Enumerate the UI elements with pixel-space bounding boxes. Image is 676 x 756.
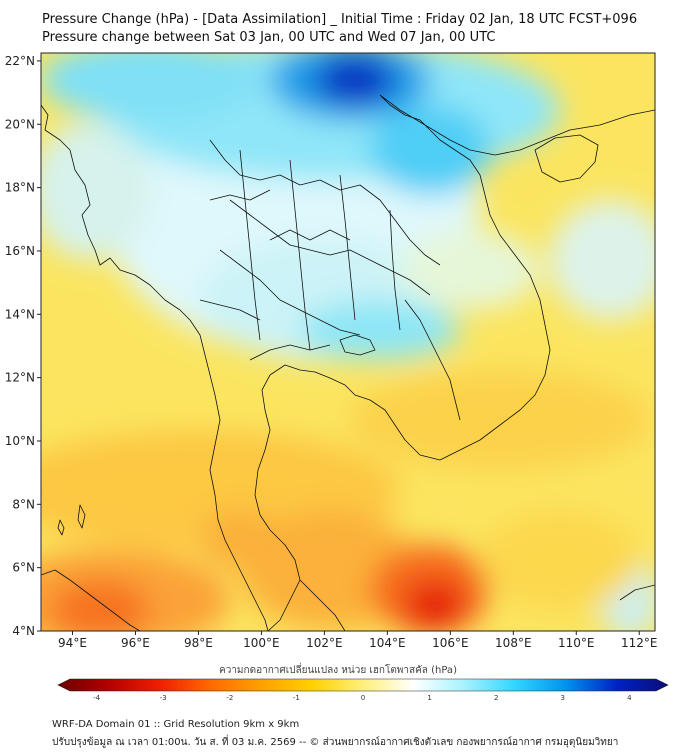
colorbar: -4 -3 -2 -1 0 1 2 3 4 <box>57 678 669 702</box>
coastlines <box>41 94 655 631</box>
pressure-change-map: 22°N 20°N 18°N 16°N 14°N 12°N 10°N 8°N 6°N 4°N 94… <box>5 52 669 702</box>
model-info: WRF-DA Domain 01 :: Grid Resolution 9km … <box>52 719 300 730</box>
colorbar-tick-label: -1 <box>293 694 300 702</box>
lon-tick-label: 110°E <box>558 636 595 650</box>
map-frame-border <box>40 52 656 632</box>
lon-tick-label: 94°E <box>58 636 87 650</box>
latitude-axis: 22°N 20°N 18°N 16°N 14°N 12°N 10°N 8°N 6°N 4°N <box>5 54 41 638</box>
longitude-axis: 94°E 96°E 98°E 100°E 102°E 104°E 106°E 108°E 110… <box>58 631 658 650</box>
chart-title: Pressure Change (hPa) - [Data Assimilati… <box>42 12 638 27</box>
lon-tick-label: 102°E <box>306 636 343 650</box>
lat-tick-label: 14°N <box>5 307 35 321</box>
lat-tick-label: 16°N <box>5 244 35 258</box>
lon-tick-label: 96°E <box>121 636 150 650</box>
lat-tick-label: 10°N <box>5 434 35 448</box>
lat-tick-label: 12°N <box>5 371 35 385</box>
colorbar-bar <box>57 678 669 692</box>
lon-tick-label: 108°E <box>495 636 532 650</box>
lon-tick-label: 104°E <box>369 636 406 650</box>
lon-tick-label: 112°E <box>621 636 658 650</box>
lat-tick-label: 6°N <box>12 561 35 575</box>
lon-tick-label: 106°E <box>432 636 469 650</box>
colorbar-tick-label: 3 <box>561 694 565 702</box>
colorbar-tick-label: 0 <box>361 694 365 702</box>
lat-tick-label: 18°N <box>5 181 35 195</box>
lon-tick-label: 100°E <box>243 636 280 650</box>
lat-tick-label: 22°N <box>5 54 35 68</box>
colorbar-tick-label: -4 <box>93 694 101 702</box>
colorbar-tick-label: -3 <box>160 694 167 702</box>
colorbar-label: ความกดอากาศเปลี่ยนแปลง หน่วย เฮกโตพาสคัล… <box>219 665 457 676</box>
chart-subtitle: Pressure change between Sat 03 Jan, 00 U… <box>42 30 496 45</box>
colorbar-tick-label: 2 <box>494 694 498 702</box>
pressure-field <box>41 53 655 631</box>
colorbar-tick-label: -2 <box>226 694 233 702</box>
update-info: ปรับปรุงข้อมูล ณ เวลา 01:00น. วัน ส. ที่… <box>52 737 619 748</box>
lat-tick-label: 4°N <box>12 624 35 638</box>
colorbar-tick-label: 4 <box>627 694 632 702</box>
colorbar-ticks: -4 -3 -2 -1 0 1 2 3 4 <box>93 694 632 702</box>
lon-tick-label: 98°E <box>184 636 213 650</box>
colorbar-tick-label: 1 <box>427 694 431 702</box>
lat-tick-label: 8°N <box>12 497 35 511</box>
lat-tick-label: 20°N <box>5 117 35 131</box>
